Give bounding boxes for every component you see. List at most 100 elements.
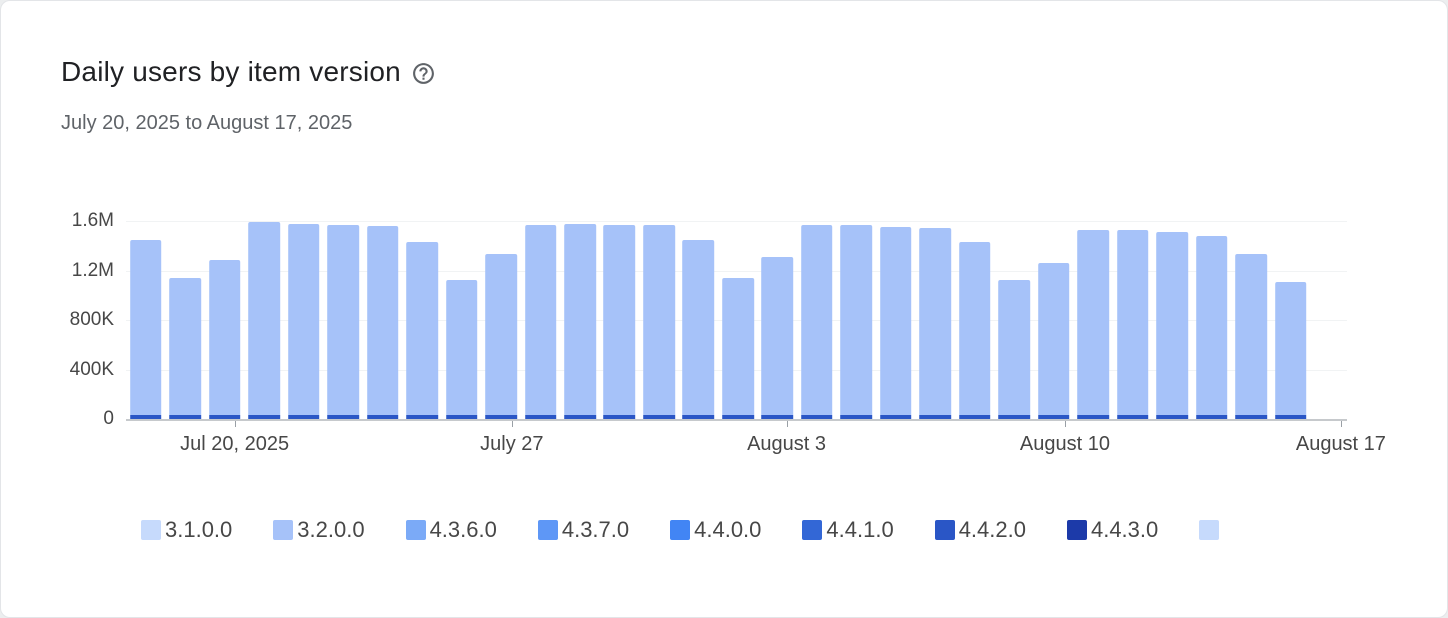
legend-item: 4.4.0.0 — [670, 517, 761, 543]
bar — [366, 225, 399, 419]
date-range: July 20, 2025 to August 17, 2025 — [61, 112, 353, 134]
legend-item: 4.3.6.0 — [405, 517, 497, 543]
bar — [880, 226, 912, 419]
plot-column: Jul 20, 2025 July 27 August 3 August 10 Augu… — [126, 221, 1386, 461]
bar-segment-main — [485, 254, 517, 416]
x-tick-label: July 27 — [480, 433, 544, 455]
x-tick-mark — [1064, 421, 1066, 427]
bar — [1195, 235, 1228, 419]
card-header: Daily users by item version — [61, 55, 1447, 89]
help-icon[interactable] — [411, 61, 436, 86]
bar-segment-main — [445, 280, 478, 416]
bar — [1077, 229, 1110, 419]
bar — [1274, 282, 1307, 419]
y-tick-label: 400K — [69, 358, 114, 380]
bar — [643, 224, 675, 419]
bar-segment-main — [287, 224, 320, 416]
bar-segment-main — [998, 280, 1031, 416]
bar-segment-main — [1037, 263, 1070, 416]
legend-swatch — [934, 520, 955, 540]
chart: 1.6M 1.2M 800K 400K 0 Jul 20, 2025 July 27 Aug… — [61, 210, 1386, 461]
bar-segment-base — [524, 415, 557, 419]
bar — [129, 239, 162, 419]
bar — [1235, 254, 1267, 419]
legend-swatch — [1066, 520, 1087, 540]
bar — [208, 259, 241, 419]
gridline — [126, 221, 1347, 222]
legend-item: 3.1.0.0 — [141, 517, 232, 543]
bar — [248, 222, 280, 419]
legend-swatch — [141, 520, 161, 540]
bar-segment-base — [406, 415, 438, 419]
bar-segment-base — [1116, 415, 1149, 419]
bar-segment-base — [1274, 415, 1307, 419]
bar-segment-main — [1077, 229, 1110, 416]
gridline — [126, 270, 1347, 272]
x-tick-label: August 10 — [1019, 433, 1110, 455]
bar — [919, 228, 952, 419]
bar-segment-base — [366, 415, 399, 419]
legend-label: 4.4.1.0 — [826, 517, 894, 542]
legend-label: 3.2.0.0 — [297, 517, 365, 542]
bar-segment-main — [327, 224, 359, 416]
bar-segment-base — [603, 415, 636, 419]
bar — [485, 254, 517, 419]
plot-area — [126, 221, 1347, 427]
legend-item: 4.4.1.0 — [802, 517, 894, 543]
bar-segment-base — [1037, 415, 1070, 419]
bar-segment-main — [169, 277, 201, 416]
legend-swatch — [273, 520, 294, 540]
bar-segment-main — [840, 224, 873, 416]
bar — [801, 224, 833, 419]
bar — [722, 277, 754, 419]
bar-segment-main — [248, 222, 280, 416]
bar — [1156, 232, 1188, 419]
x-tick-mark — [511, 421, 513, 427]
bar — [603, 224, 636, 419]
bar — [998, 280, 1031, 419]
bar-segment-main — [524, 224, 557, 416]
bar-segment-main — [1116, 230, 1149, 416]
legend-swatch — [405, 520, 426, 540]
bar-segment-main — [1274, 282, 1307, 416]
legend-swatch — [802, 520, 823, 540]
bar-segment-base — [840, 415, 873, 419]
bar — [959, 242, 991, 419]
bar — [682, 239, 715, 419]
y-tick-label: 800K — [69, 309, 114, 330]
bar-segment-base — [959, 415, 991, 419]
legend-item: 3.2.0.0 — [273, 517, 365, 543]
bar — [840, 224, 873, 419]
bar-segment-main — [959, 242, 991, 416]
bar-segment-base — [327, 415, 359, 419]
bar — [564, 224, 596, 419]
y-tick-label: 0 — [103, 408, 114, 429]
bar — [1037, 263, 1070, 419]
x-tick-label: Jul 20, 2025 — [180, 433, 290, 455]
bar-segment-main — [919, 228, 952, 416]
bar-segment-base — [169, 415, 201, 419]
bar-segment-base — [919, 415, 952, 419]
bar-segment-base — [722, 415, 754, 419]
bar-segment-main — [366, 225, 399, 416]
bar-segment-main — [406, 242, 438, 416]
bar-segment-main — [880, 226, 912, 416]
bar-segment-base — [880, 415, 912, 419]
x-tick-mark — [1340, 421, 1342, 427]
legend-item — [1199, 520, 1223, 540]
legend-item: 4.4.3.0 — [1066, 517, 1159, 543]
bar-segment-main — [801, 224, 833, 416]
bar — [169, 277, 201, 419]
bar-segment-main — [1235, 254, 1267, 416]
bar-segment-base — [248, 415, 280, 419]
bar-segment-main — [603, 224, 636, 416]
y-tick-label: 1.2M — [71, 259, 114, 281]
bar-segment-base — [643, 415, 675, 419]
bar-segment-base — [485, 415, 517, 419]
x-tick-label: August 17 — [1295, 433, 1386, 455]
bar-segment-base — [1195, 415, 1228, 419]
legend-label: 4.4.3.0 — [1090, 517, 1159, 542]
bar-segment-main — [761, 256, 794, 416]
bar-segment-main — [129, 239, 162, 416]
